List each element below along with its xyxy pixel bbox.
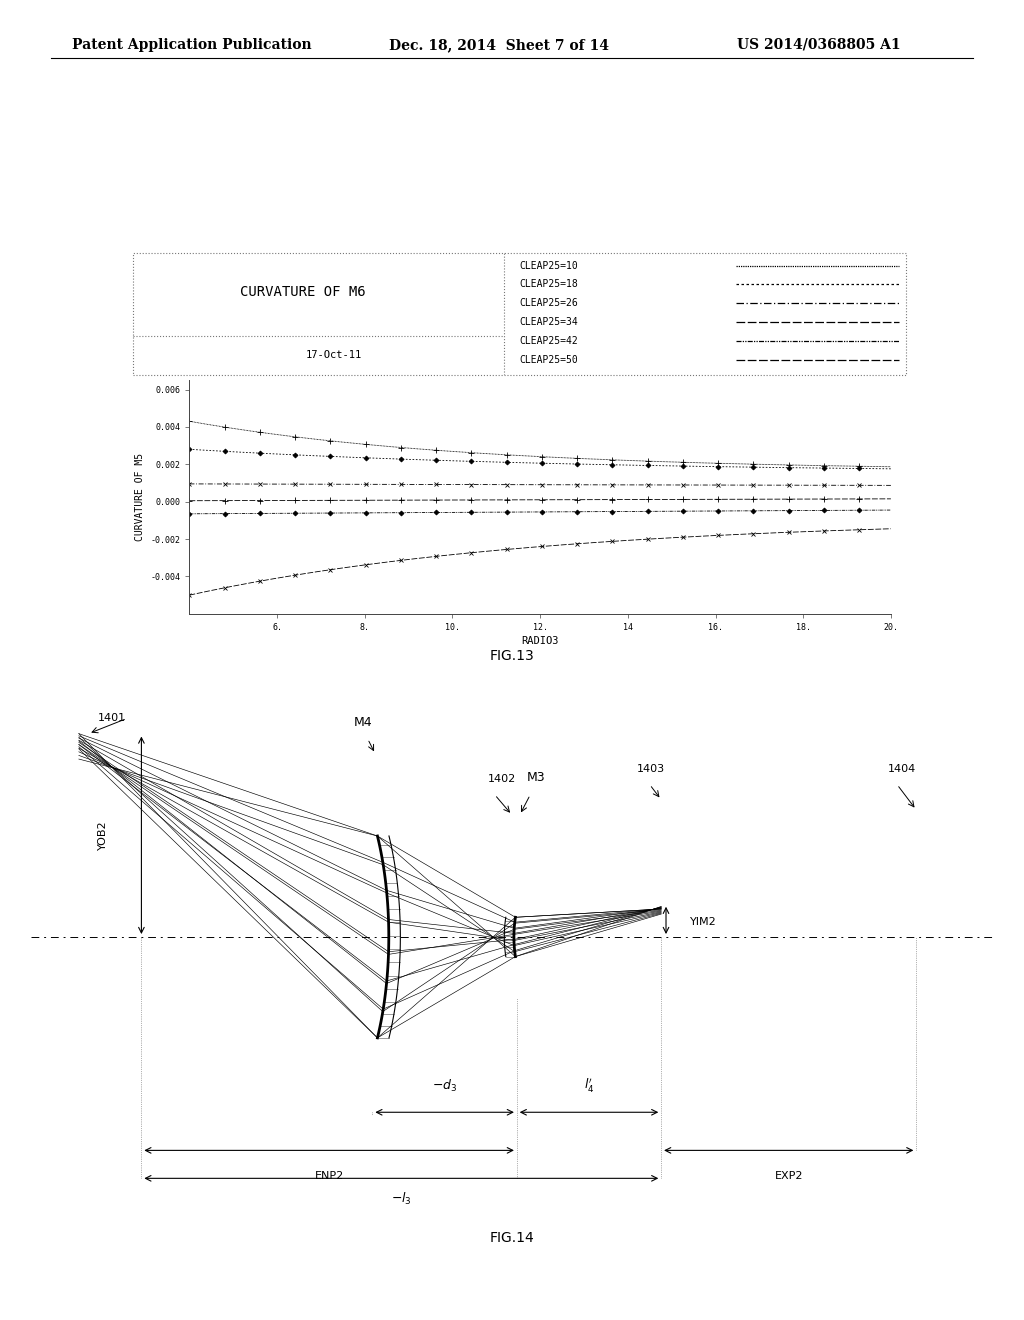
Text: EXP2: EXP2 [774,1171,803,1180]
Text: 1404: 1404 [888,764,915,775]
Text: CLEAP25=50: CLEAP25=50 [520,355,579,364]
Text: CLEAP25=34: CLEAP25=34 [520,317,579,327]
Text: ENP2: ENP2 [314,1171,344,1180]
Text: FIG.13: FIG.13 [489,649,535,663]
Text: M3: M3 [526,771,545,784]
Text: Dec. 18, 2014  Sheet 7 of 14: Dec. 18, 2014 Sheet 7 of 14 [389,38,609,51]
Text: $-d_3$: $-d_3$ [432,1078,458,1094]
Text: US 2014/0368805 A1: US 2014/0368805 A1 [737,38,901,51]
Text: 1401: 1401 [98,713,126,723]
Text: 1402: 1402 [487,775,516,784]
Text: CURVATURE OF M6: CURVATURE OF M6 [241,285,366,300]
Text: Patent Application Publication: Patent Application Publication [72,38,311,51]
Text: YOB2: YOB2 [98,821,108,850]
Text: FIG.14: FIG.14 [489,1232,535,1245]
Text: CLEAP25=26: CLEAP25=26 [520,298,579,309]
Text: 17-Oct-11: 17-Oct-11 [306,350,362,360]
Text: $l_4'$: $l_4'$ [584,1077,594,1094]
Text: CLEAP25=10: CLEAP25=10 [520,260,579,271]
Text: YIM2: YIM2 [690,916,717,927]
Text: CLEAP25=42: CLEAP25=42 [520,335,579,346]
Text: CLEAP25=18: CLEAP25=18 [520,280,579,289]
Text: 1403: 1403 [637,764,666,775]
Text: $-l_3$: $-l_3$ [391,1191,412,1206]
Y-axis label: CURVATURE OF M5: CURVATURE OF M5 [135,453,144,541]
X-axis label: RADIO3: RADIO3 [521,636,559,645]
Text: M4: M4 [353,715,372,729]
